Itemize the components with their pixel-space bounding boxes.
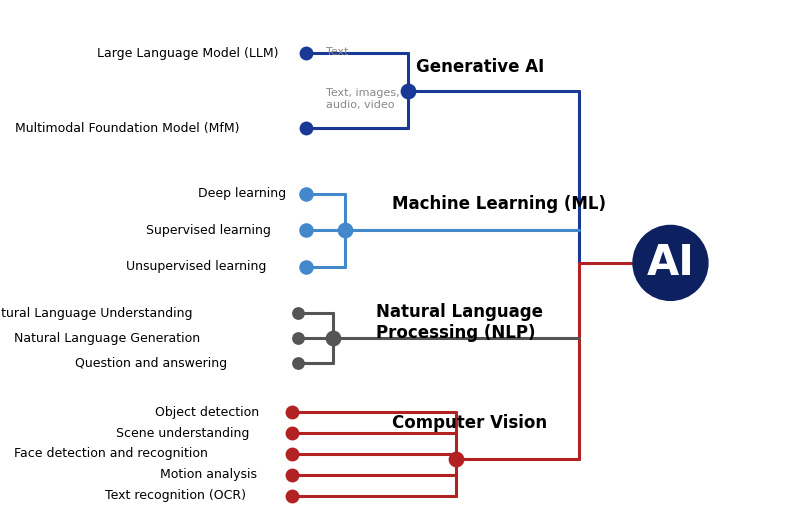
Point — [286, 491, 298, 500]
Text: AI: AI — [646, 242, 694, 284]
Text: Supervised learning: Supervised learning — [146, 224, 270, 237]
Point — [286, 429, 298, 438]
Text: Text recognition (OCR): Text recognition (OCR) — [105, 489, 246, 502]
Point — [292, 334, 305, 342]
Text: Natural Language Generation: Natural Language Generation — [14, 332, 200, 345]
Point — [299, 262, 312, 271]
Point — [292, 309, 305, 318]
Point — [299, 49, 312, 57]
Ellipse shape — [633, 226, 708, 301]
Point — [299, 226, 312, 234]
Text: Text, images,
audio, video: Text, images, audio, video — [326, 88, 399, 110]
Point — [292, 359, 305, 367]
Point — [286, 450, 298, 458]
Text: Face detection and recognition: Face detection and recognition — [14, 448, 208, 460]
Point — [450, 455, 463, 464]
Text: Unsupervised learning: Unsupervised learning — [126, 260, 266, 273]
Text: Object detection: Object detection — [154, 406, 259, 419]
Text: Question and answering: Question and answering — [75, 357, 227, 370]
Text: Natural Language
Processing (NLP): Natural Language Processing (NLP) — [377, 303, 543, 342]
Point — [286, 470, 298, 479]
Point — [402, 87, 414, 95]
Text: Multimodal Foundation Model (MfM): Multimodal Foundation Model (MfM) — [14, 122, 239, 135]
Text: Text: Text — [326, 47, 348, 57]
Point — [327, 334, 340, 342]
Point — [338, 226, 351, 234]
Point — [299, 124, 312, 132]
Text: Generative AI: Generative AI — [416, 58, 544, 76]
Text: Machine Learning (ML): Machine Learning (ML) — [392, 195, 606, 213]
Text: Natural Language Understanding: Natural Language Understanding — [0, 307, 192, 320]
Text: Deep learning: Deep learning — [198, 187, 286, 200]
Text: Motion analysis: Motion analysis — [160, 468, 258, 481]
Point — [286, 408, 298, 416]
Text: Computer Vision: Computer Vision — [392, 414, 547, 432]
Text: Large Language Model (LLM): Large Language Model (LLM) — [97, 47, 278, 59]
Text: Scene understanding: Scene understanding — [116, 426, 250, 440]
Point — [299, 190, 312, 198]
